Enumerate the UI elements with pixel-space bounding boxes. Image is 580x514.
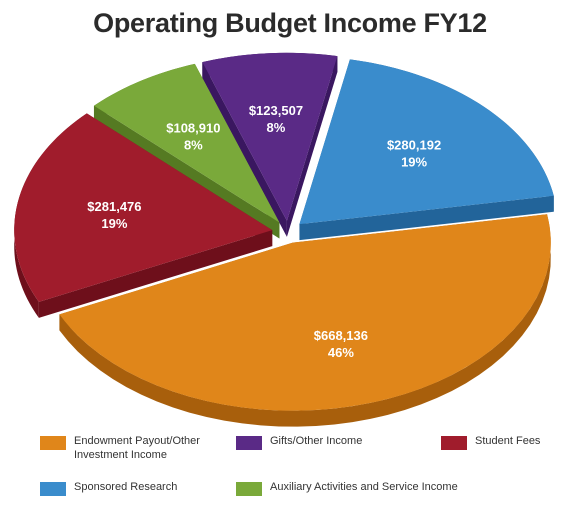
slice-value-label-gifts: $123,507	[249, 103, 303, 118]
slice-percent-label-auxiliary: 8%	[184, 138, 203, 153]
slice-edge-gifts-0	[202, 62, 287, 237]
slice-endowment: $668,136 46%	[59, 214, 551, 427]
slice-value-label-sponsored-research: $280,192	[387, 138, 441, 153]
slice-value-label-auxiliary: $108,910	[166, 121, 220, 136]
slice-percent-label-endowment: 46%	[328, 345, 354, 360]
slice-student-fees: $281,476 19%	[14, 113, 273, 318]
slice-value-label-endowment: $668,136	[314, 328, 368, 343]
slice-percent-label-gifts: 8%	[267, 120, 286, 135]
slice-top-endowment	[59, 214, 551, 411]
slice-edge-auxiliary-0	[93, 105, 280, 239]
slice-percent-label-student-fees: 19%	[101, 216, 127, 231]
slice-auxiliary: $108,910 8%	[93, 63, 280, 239]
chart-title: Operating Budget Income FY12	[93, 8, 487, 38]
slice-gifts: $123,507 8%	[202, 52, 338, 237]
slice-sponsored-research: $280,192 19%	[299, 59, 554, 241]
slice-top-auxiliary	[93, 63, 280, 223]
slice-value-label-student-fees: $281,476	[87, 199, 141, 214]
slice-top-sponsored-research	[299, 59, 554, 225]
slice-top-gifts	[202, 52, 338, 221]
slice-top-student-fees	[14, 113, 273, 302]
slice-edge-sponsored-research-1	[299, 195, 554, 241]
slice-percent-label-sponsored-research: 19%	[401, 155, 427, 170]
slice-edge-student-fees-0	[38, 230, 273, 318]
slice-edge-gifts-1	[286, 56, 338, 237]
